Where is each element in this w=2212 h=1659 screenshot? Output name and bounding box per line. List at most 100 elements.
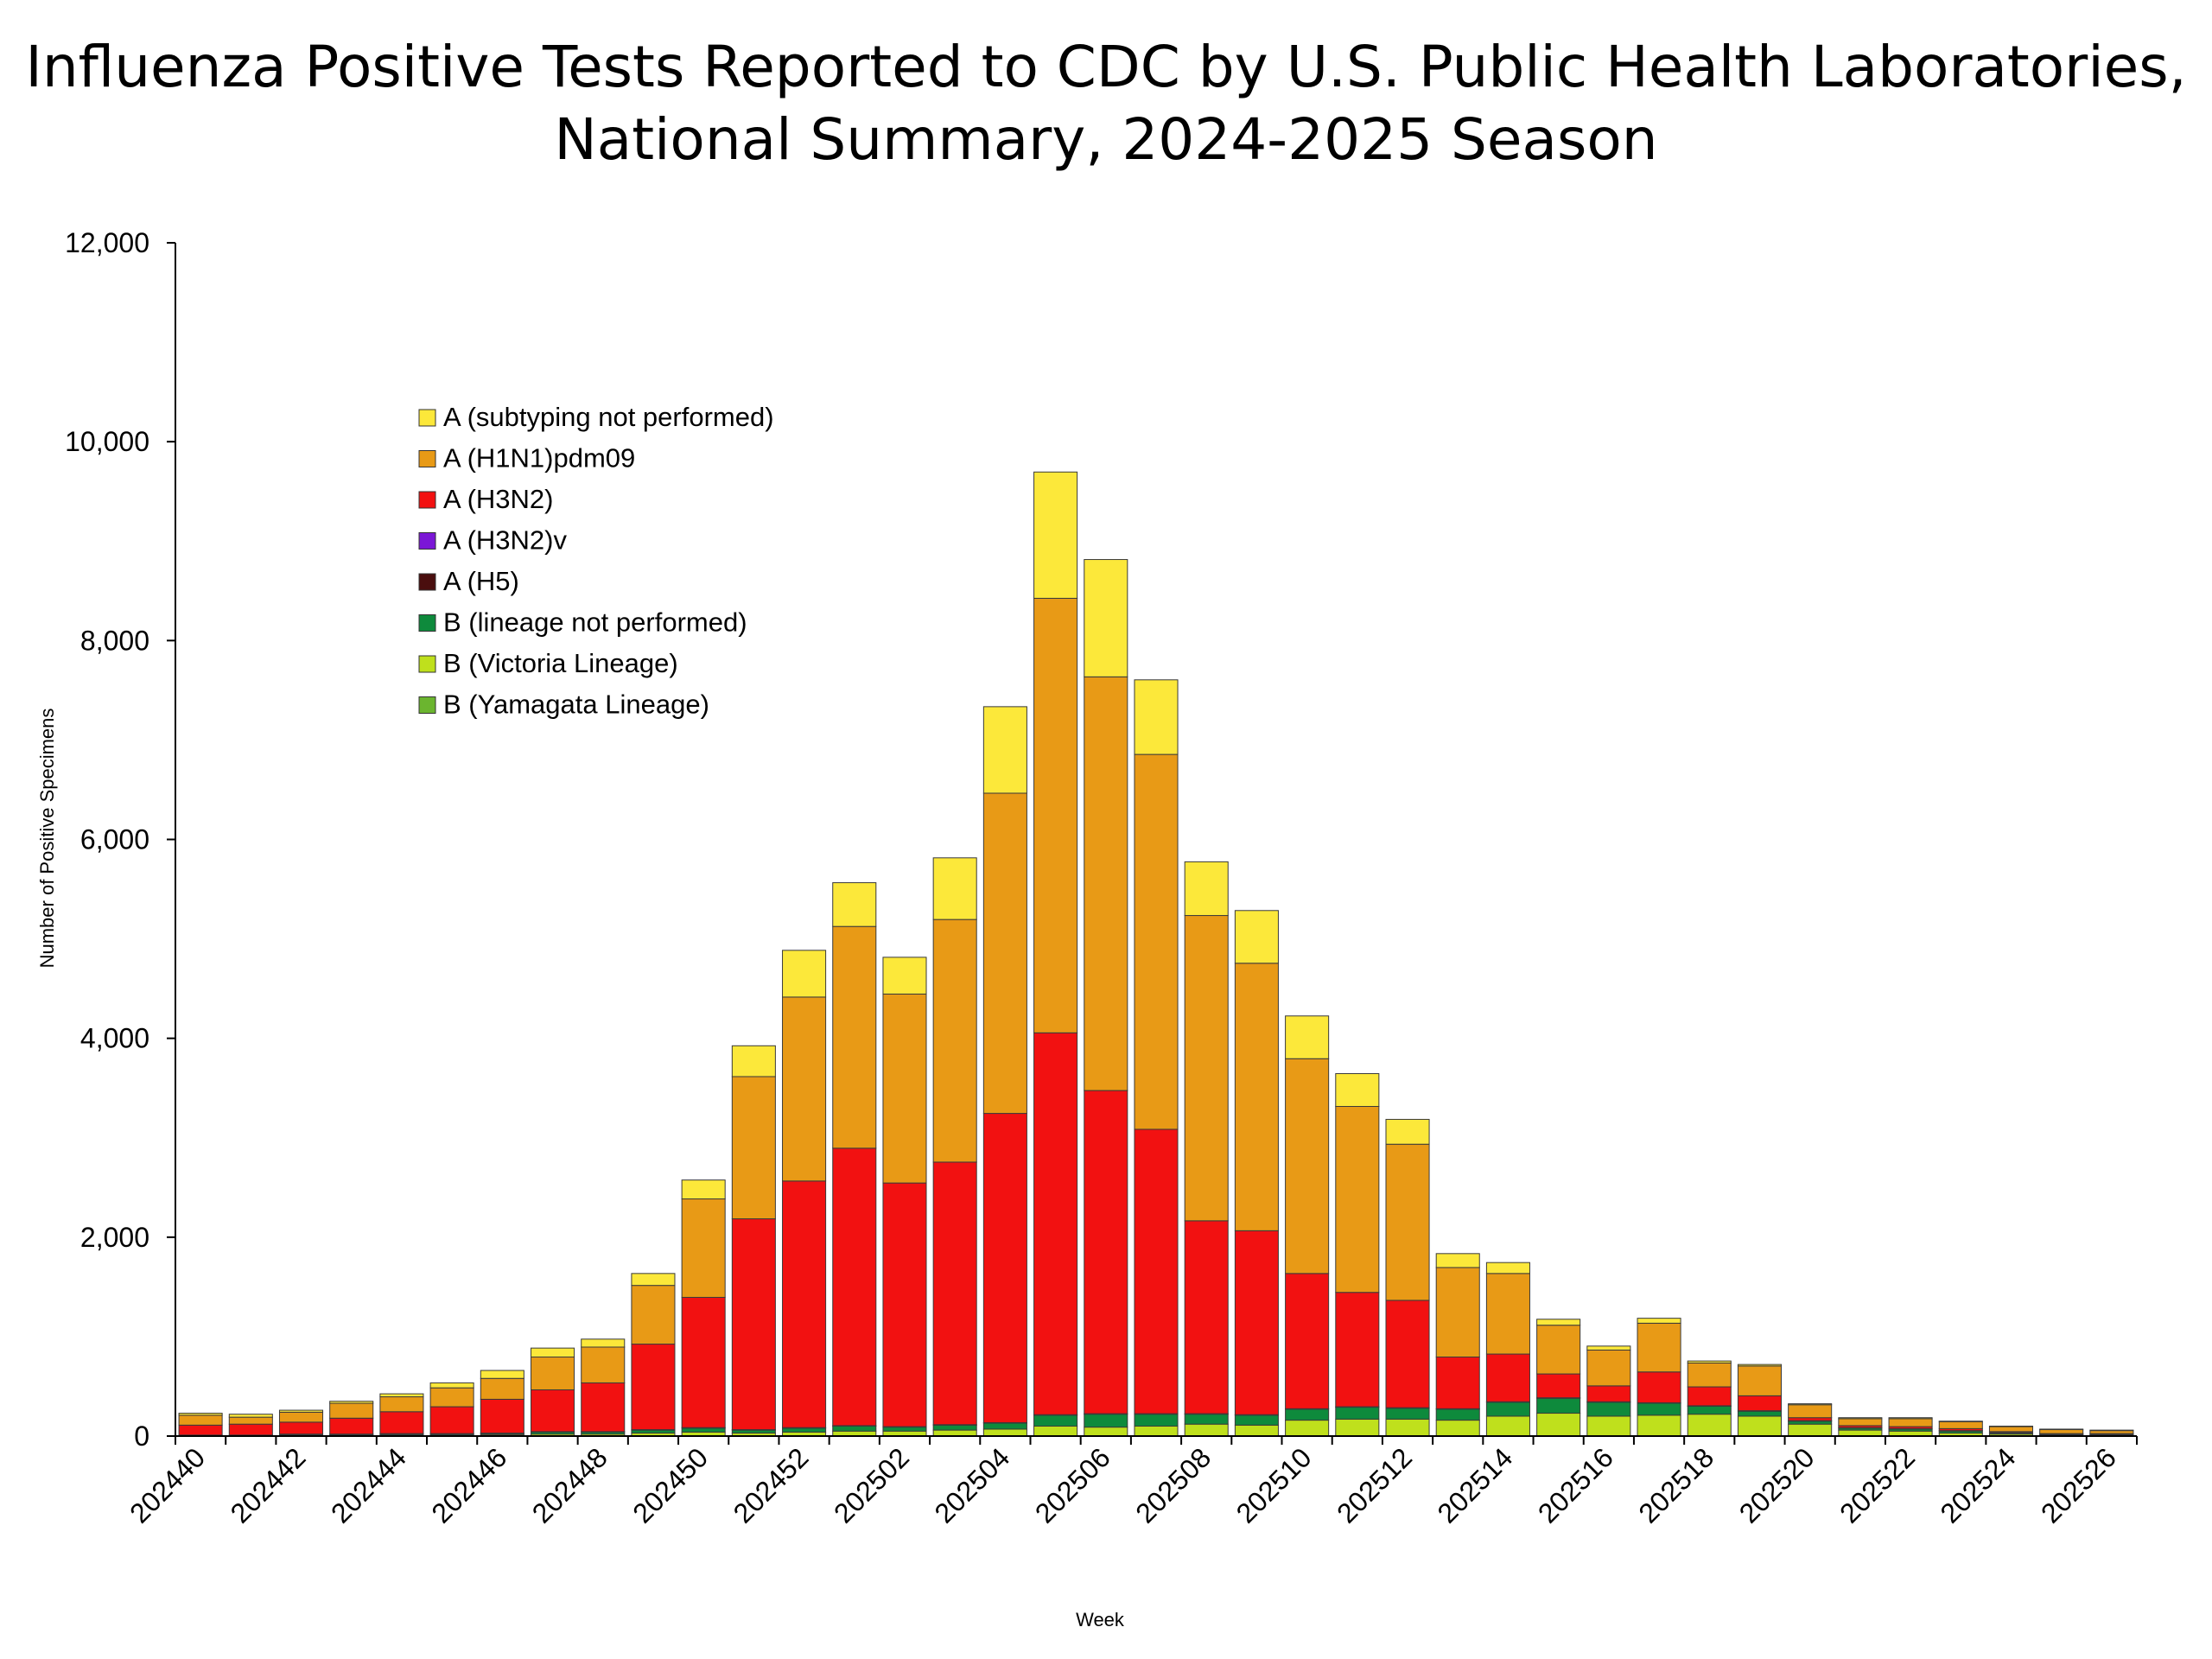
bar-segment-202516-a-h3n2 bbox=[1586, 1385, 1631, 1402]
bar-segment-202448-a-h3n2 bbox=[581, 1382, 626, 1433]
legend-label: B (Yamagata Lineage) bbox=[443, 690, 709, 720]
bar-segment-202503-a-h3n2 bbox=[932, 1161, 977, 1426]
x-tick-label: 202524 bbox=[1935, 1442, 2022, 1529]
bar-segment-202444-a-h1n1-pdm09 bbox=[379, 1396, 424, 1413]
bar-segment-202519-b-lineage-not-performed bbox=[1737, 1410, 1782, 1417]
bar-segment-202446-a-h3n2 bbox=[480, 1398, 524, 1434]
bar-segment-202521-b-victoria-lineage bbox=[1838, 1429, 1883, 1437]
x-tick-label: 202518 bbox=[1632, 1442, 1719, 1529]
bar-segment-202514-a-subtyping-not-performed bbox=[1485, 1262, 1530, 1274]
bars-group bbox=[178, 471, 2134, 1437]
legend-label: A (subtyping not performed) bbox=[443, 402, 774, 432]
legend-swatch bbox=[418, 491, 436, 509]
bar-segment-202520-a-h1n1-pdm09 bbox=[1788, 1404, 1833, 1419]
bar-segment-202446-a-h1n1-pdm09 bbox=[480, 1377, 524, 1400]
legend-label: B (Victoria Lineage) bbox=[443, 648, 678, 678]
bar-segment-202506-a-h1n1-pdm09 bbox=[1084, 676, 1128, 1091]
y-tick-label: 6,000 bbox=[80, 824, 149, 855]
bar-segment-202518-a-subtyping-not-performed bbox=[1687, 1360, 1732, 1363]
legend: A (subtyping not performed) A (H1N1)pdm09… bbox=[418, 402, 774, 720]
bar-segment-202513-a-h3n2 bbox=[1435, 1357, 1480, 1409]
bar-segment-202506-a-subtyping-not-performed bbox=[1084, 559, 1128, 677]
bar-segment-202505-b-lineage-not-performed bbox=[1033, 1414, 1078, 1427]
y-axis-label: Number of Positive Specimens bbox=[36, 709, 58, 969]
bar-segment-202447-a-h3n2 bbox=[531, 1389, 575, 1433]
bar-segment-202512-b-victoria-lineage bbox=[1385, 1418, 1430, 1437]
bar-segment-202445-a-subtyping-not-performed bbox=[429, 1382, 474, 1389]
bar-segment-202450-a-subtyping-not-performed bbox=[681, 1179, 726, 1200]
bar-segment-202447-a-h1n1-pdm09 bbox=[531, 1357, 575, 1390]
bar-segment-202449-a-h3n2 bbox=[631, 1344, 676, 1431]
bar-segment-202524-a-subtyping-not-performed bbox=[1988, 1425, 2034, 1427]
bar-segment-202515-a-h3n2 bbox=[1536, 1373, 1581, 1399]
legend-swatch bbox=[418, 573, 436, 591]
bar-segment-202501-a-h1n1-pdm09 bbox=[832, 925, 877, 1149]
x-tick-label: 202514 bbox=[1431, 1442, 1518, 1529]
bar-segment-202508-a-subtyping-not-performed bbox=[1184, 861, 1229, 917]
bar-segment-202507-b-lineage-not-performed bbox=[1134, 1414, 1179, 1427]
bar-segment-202512-a-h3n2 bbox=[1385, 1300, 1430, 1408]
legend-swatch bbox=[418, 450, 436, 467]
bar-segment-202525-a-h1n1-pdm09 bbox=[2039, 1429, 2084, 1434]
x-tick-label: 202504 bbox=[928, 1442, 1015, 1529]
bar-segment-202507-b-victoria-lineage bbox=[1134, 1425, 1179, 1437]
legend-swatch bbox=[418, 409, 436, 427]
bar-segment-202509-a-h3n2 bbox=[1234, 1230, 1279, 1415]
x-tick-label: 202508 bbox=[1129, 1442, 1217, 1529]
bar-segment-202447-a-subtyping-not-performed bbox=[531, 1347, 575, 1358]
bar-segment-202449-a-subtyping-not-performed bbox=[631, 1273, 676, 1287]
bar-segment-202441-a-h1n1-pdm09 bbox=[228, 1416, 273, 1425]
bar-segment-202515-b-victoria-lineage bbox=[1536, 1413, 1581, 1437]
bar-segment-202504-a-h3n2 bbox=[982, 1113, 1027, 1423]
legend-swatch bbox=[418, 532, 436, 550]
bar-segment-202452-a-h1n1-pdm09 bbox=[782, 996, 827, 1182]
x-tick-label: 202510 bbox=[1230, 1442, 1318, 1529]
x-tick-label: 202446 bbox=[425, 1442, 512, 1529]
bar-segment-202508-a-h1n1-pdm09 bbox=[1184, 915, 1229, 1222]
bar-segment-202514-b-victoria-lineage bbox=[1485, 1415, 1530, 1437]
bar-segment-202526-a-h1n1-pdm09 bbox=[2089, 1430, 2134, 1434]
bar-segment-202521-a-h1n1-pdm09 bbox=[1838, 1418, 1883, 1427]
bar-segment-202520-a-subtyping-not-performed bbox=[1788, 1403, 1833, 1406]
bar-segment-202501-a-subtyping-not-performed bbox=[832, 882, 877, 927]
chart-title-line-1: Influenza Positive Tests Reported to CDC… bbox=[25, 34, 2187, 100]
x-tick-label: 202516 bbox=[1532, 1442, 1619, 1529]
bar-segment-202505-a-h3n2 bbox=[1033, 1032, 1078, 1415]
y-tick-label: 8,000 bbox=[80, 625, 149, 656]
bar-segment-202517-b-lineage-not-performed bbox=[1637, 1402, 1681, 1416]
bar-segment-202516-a-h1n1-pdm09 bbox=[1586, 1349, 1631, 1387]
bar-segment-202519-a-h3n2 bbox=[1737, 1395, 1782, 1412]
bar-segment-202508-b-victoria-lineage bbox=[1184, 1423, 1229, 1437]
bar-segment-202515-a-subtyping-not-performed bbox=[1536, 1319, 1581, 1326]
bar-segment-202515-a-h1n1-pdm09 bbox=[1536, 1325, 1581, 1375]
legend-label: A (H5) bbox=[443, 566, 519, 596]
bar-segment-202442-a-h1n1-pdm09 bbox=[278, 1411, 324, 1423]
bar-segment-202507-a-h1n1-pdm09 bbox=[1134, 753, 1179, 1130]
bar-segment-202510-b-lineage-not-performed bbox=[1285, 1408, 1330, 1421]
x-tick-label: 202502 bbox=[828, 1442, 915, 1529]
bar-segment-202506-a-h3n2 bbox=[1084, 1090, 1128, 1414]
legend-label: A (H3N2) bbox=[443, 484, 553, 514]
bar-segment-202523-a-h1n1-pdm09 bbox=[1938, 1421, 1983, 1429]
y-tick-label: 4,000 bbox=[80, 1023, 149, 1054]
bar-segment-202507-a-h3n2 bbox=[1134, 1128, 1179, 1414]
bar-segment-202451-a-h1n1-pdm09 bbox=[731, 1076, 776, 1220]
bar-segment-202517-a-h1n1-pdm09 bbox=[1637, 1322, 1681, 1373]
bar-segment-202505-a-subtyping-not-performed bbox=[1033, 471, 1078, 599]
bar-segment-202443-a-h1n1-pdm09 bbox=[329, 1402, 374, 1419]
bar-segment-202444-a-h3n2 bbox=[379, 1411, 424, 1434]
bar-segment-202519-a-subtyping-not-performed bbox=[1737, 1363, 1782, 1367]
x-tick-label: 202520 bbox=[1733, 1442, 1821, 1529]
bar-segment-202502-b-lineage-not-performed bbox=[882, 1427, 927, 1432]
bar-segment-202504-a-h1n1-pdm09 bbox=[982, 792, 1027, 1115]
bar-segment-202501-a-h3n2 bbox=[832, 1147, 877, 1427]
bar-segment-202518-b-lineage-not-performed bbox=[1687, 1405, 1732, 1415]
bar-segment-202520-b-lineage-not-performed bbox=[1788, 1421, 1833, 1425]
bar-segment-202505-b-victoria-lineage bbox=[1033, 1425, 1078, 1437]
bar-segment-202518-a-h3n2 bbox=[1687, 1386, 1732, 1407]
bar-segment-202445-a-h1n1-pdm09 bbox=[429, 1387, 474, 1408]
bar-segment-202509-a-h1n1-pdm09 bbox=[1234, 963, 1279, 1231]
bar-segment-202510-a-h1n1-pdm09 bbox=[1285, 1058, 1330, 1274]
legend-swatch bbox=[418, 655, 436, 673]
bar-segment-202509-b-victoria-lineage bbox=[1234, 1424, 1279, 1437]
